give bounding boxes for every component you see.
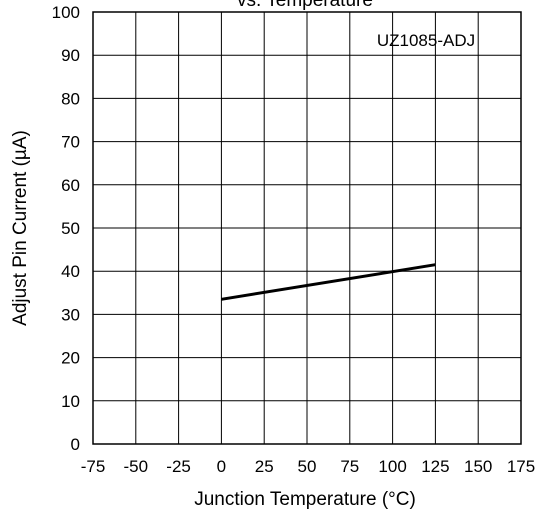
y-tick-label: 30 xyxy=(61,305,80,324)
y-tick-label: 100 xyxy=(52,3,80,22)
x-tick-label: 125 xyxy=(421,457,449,476)
series-line xyxy=(221,263,436,301)
y-tick-label: 80 xyxy=(61,89,80,108)
grid xyxy=(93,12,521,444)
y-axis-ticks: 0 10 20 30 40 50 60 70 80 90 100 xyxy=(52,3,80,454)
series-group xyxy=(221,263,436,301)
x-tick-label: 50 xyxy=(298,457,317,476)
y-tick-label: 90 xyxy=(61,46,80,65)
x-tick-label: 75 xyxy=(340,457,359,476)
x-tick-label: 0 xyxy=(217,457,226,476)
y-tick-label: 20 xyxy=(61,349,80,368)
chart-title: vs. Temperature xyxy=(237,0,373,11)
x-tick-label: -75 xyxy=(81,457,106,476)
x-tick-label: 25 xyxy=(255,457,274,476)
y-tick-label: 60 xyxy=(61,176,80,195)
y-tick-label: 0 xyxy=(71,435,80,454)
y-tick-label: 70 xyxy=(61,133,80,152)
x-axis-ticks: -75 -50 -25 0 25 50 75 100 125 150 175 xyxy=(81,457,535,476)
y-tick-label: 40 xyxy=(61,262,80,281)
y-tick-label: 10 xyxy=(61,392,80,411)
x-tick-label: 100 xyxy=(378,457,406,476)
device-annotation: UZ1085-ADJ xyxy=(377,31,475,50)
plot-frame xyxy=(92,11,522,445)
x-tick-label: -25 xyxy=(166,457,191,476)
x-tick-label: -50 xyxy=(124,457,149,476)
y-tick-label: 50 xyxy=(61,219,80,238)
x-tick-label: 150 xyxy=(464,457,492,476)
x-tick-label: 175 xyxy=(507,457,535,476)
y-axis-label: Adjust Pin Current (µA) xyxy=(10,130,31,326)
x-axis-label: Junction Temperature (°C) xyxy=(194,489,416,510)
